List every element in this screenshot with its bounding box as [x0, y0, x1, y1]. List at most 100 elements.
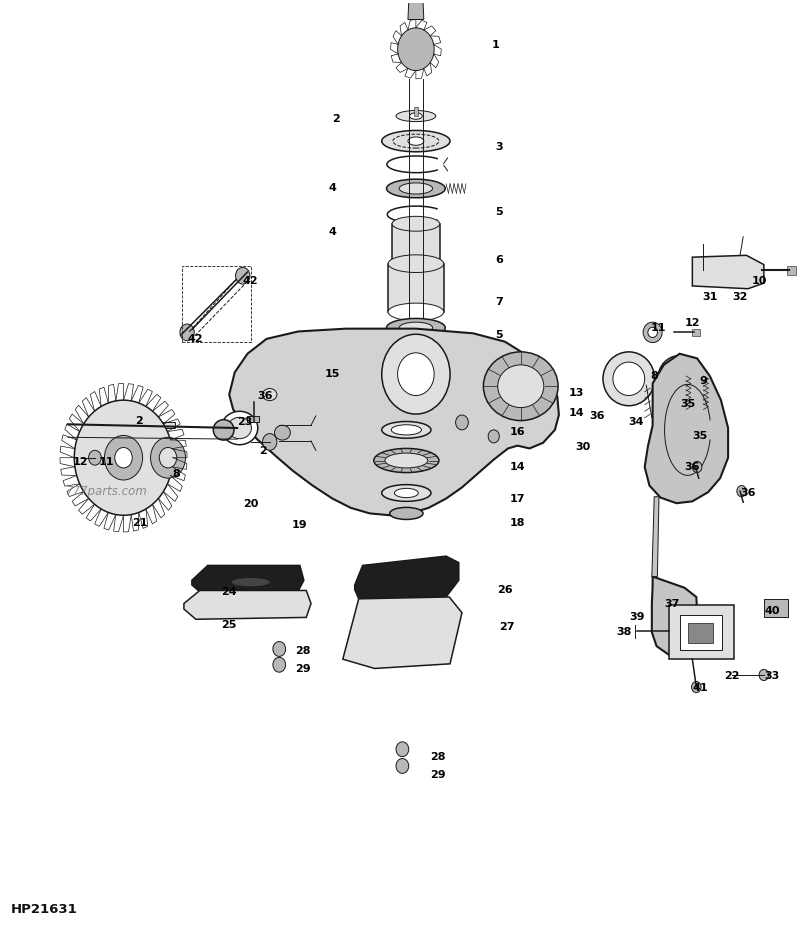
Ellipse shape	[374, 448, 439, 473]
Ellipse shape	[392, 217, 440, 232]
Text: 8: 8	[650, 371, 658, 381]
Text: 40: 40	[764, 606, 779, 616]
Ellipse shape	[214, 419, 234, 440]
Circle shape	[273, 658, 286, 672]
Text: 4: 4	[329, 183, 337, 193]
Ellipse shape	[658, 356, 702, 402]
Text: 27: 27	[499, 622, 515, 631]
Ellipse shape	[386, 179, 446, 198]
Text: 20: 20	[243, 499, 258, 509]
Text: 22: 22	[724, 671, 740, 681]
Text: 28: 28	[295, 645, 311, 656]
Polygon shape	[652, 497, 659, 576]
Text: 24: 24	[222, 587, 237, 598]
Bar	[388, 263, 444, 312]
Text: 36: 36	[590, 411, 605, 421]
Text: 36: 36	[257, 390, 273, 401]
Ellipse shape	[231, 578, 270, 587]
Ellipse shape	[648, 327, 658, 337]
Text: 14: 14	[569, 408, 584, 418]
Text: 26: 26	[497, 585, 513, 595]
Text: 6: 6	[495, 255, 503, 265]
Circle shape	[398, 353, 434, 395]
Text: 4: 4	[329, 227, 337, 237]
Text: 37: 37	[664, 600, 679, 609]
Circle shape	[235, 267, 250, 284]
Circle shape	[105, 435, 142, 480]
Polygon shape	[408, 0, 424, 20]
Bar	[182, 265, 251, 342]
Ellipse shape	[392, 257, 440, 272]
Text: 38: 38	[616, 628, 632, 637]
Text: 11: 11	[98, 458, 114, 467]
Ellipse shape	[666, 365, 693, 392]
Text: 36: 36	[740, 488, 756, 498]
Circle shape	[737, 486, 746, 497]
Text: 3: 3	[495, 142, 503, 151]
Text: 29: 29	[430, 771, 446, 780]
Text: 12: 12	[73, 458, 88, 467]
Text: 19: 19	[291, 520, 307, 531]
Text: 42: 42	[187, 333, 203, 344]
Text: 32: 32	[732, 292, 748, 302]
Circle shape	[159, 447, 177, 468]
Polygon shape	[343, 597, 462, 669]
Circle shape	[180, 324, 194, 341]
Circle shape	[114, 447, 132, 468]
Polygon shape	[652, 576, 698, 655]
Ellipse shape	[222, 411, 258, 445]
Ellipse shape	[396, 110, 436, 121]
Circle shape	[150, 437, 186, 478]
Bar	[156, 421, 175, 428]
Text: 1: 1	[491, 39, 499, 50]
Ellipse shape	[385, 453, 428, 468]
Circle shape	[398, 28, 434, 71]
Text: 12: 12	[685, 318, 700, 328]
Text: 34: 34	[628, 417, 644, 428]
Circle shape	[488, 430, 499, 443]
Ellipse shape	[386, 318, 446, 337]
Text: 29: 29	[295, 664, 311, 674]
Ellipse shape	[483, 352, 558, 420]
Ellipse shape	[382, 131, 450, 152]
Text: 16: 16	[510, 427, 526, 437]
Circle shape	[691, 682, 701, 693]
Text: 777parts.com: 777parts.com	[66, 485, 148, 498]
Text: 9: 9	[699, 375, 707, 386]
Ellipse shape	[643, 322, 662, 343]
Text: 35: 35	[693, 432, 708, 442]
Ellipse shape	[262, 389, 277, 401]
Ellipse shape	[388, 304, 444, 320]
Text: 11: 11	[650, 323, 666, 333]
Text: 2: 2	[259, 446, 267, 456]
Polygon shape	[645, 354, 728, 503]
Text: 14: 14	[510, 462, 526, 472]
Text: 2: 2	[135, 416, 143, 426]
Text: 31: 31	[702, 292, 718, 302]
Bar	[764, 599, 788, 617]
Ellipse shape	[394, 488, 418, 498]
Text: 15: 15	[325, 369, 340, 379]
Ellipse shape	[274, 425, 290, 440]
Bar	[687, 623, 713, 644]
Ellipse shape	[388, 255, 444, 273]
Bar	[692, 329, 700, 336]
Polygon shape	[229, 329, 559, 516]
Text: 36: 36	[685, 462, 700, 472]
Ellipse shape	[410, 113, 422, 120]
Ellipse shape	[399, 183, 433, 194]
Bar	[787, 266, 796, 275]
Text: 17: 17	[510, 494, 526, 504]
Ellipse shape	[613, 362, 645, 395]
Circle shape	[74, 400, 173, 516]
Circle shape	[396, 742, 409, 757]
Text: 33: 33	[764, 671, 779, 681]
Ellipse shape	[390, 507, 423, 519]
Circle shape	[382, 334, 450, 414]
Text: 23: 23	[238, 417, 253, 428]
Polygon shape	[354, 556, 458, 599]
Bar	[669, 605, 734, 659]
Text: 13: 13	[569, 388, 584, 398]
Text: 5: 5	[495, 330, 503, 340]
Circle shape	[273, 642, 286, 657]
